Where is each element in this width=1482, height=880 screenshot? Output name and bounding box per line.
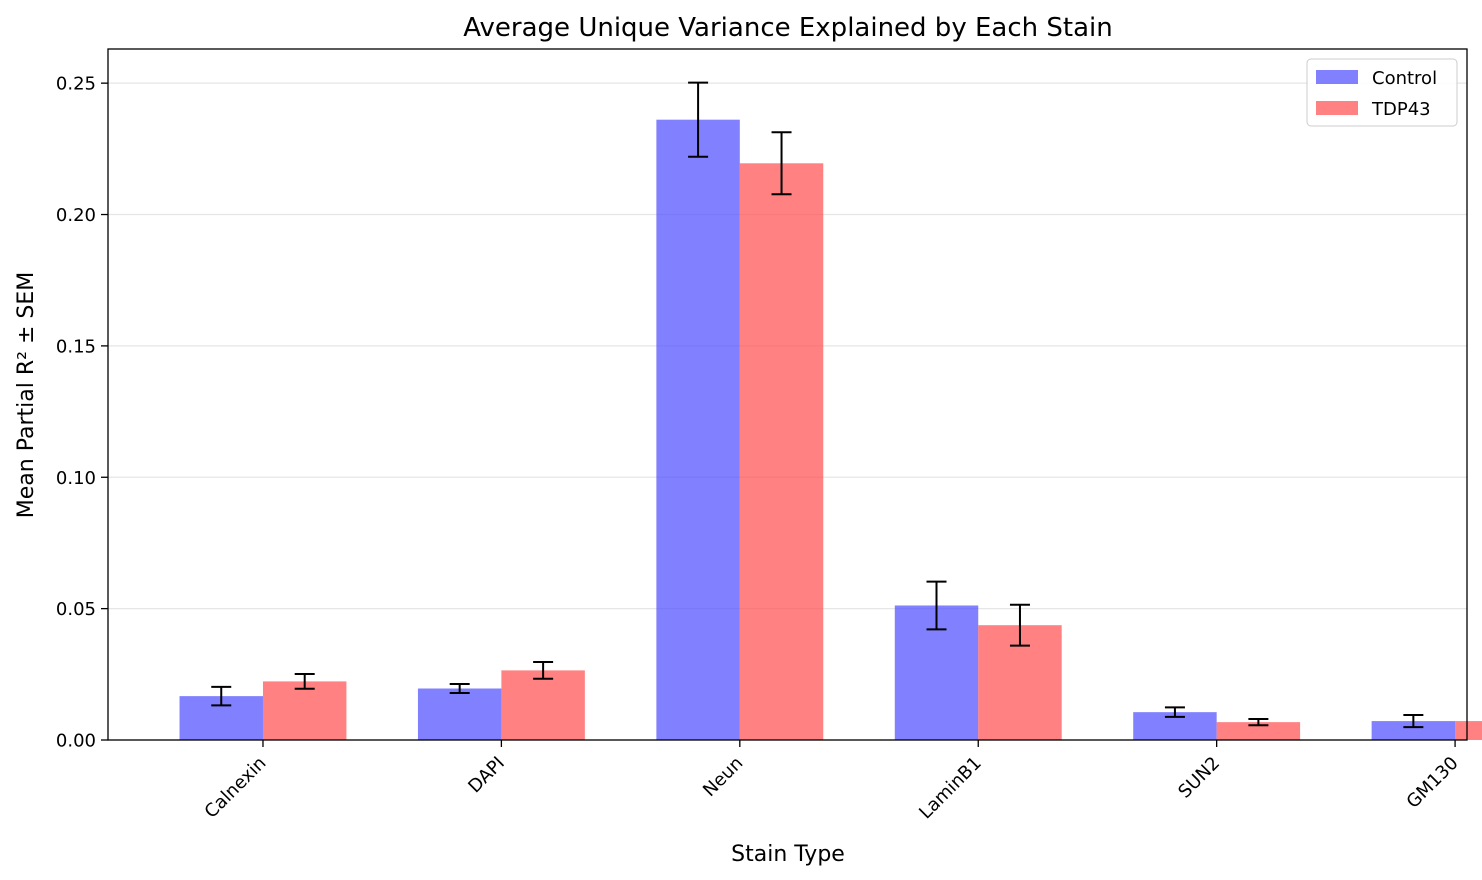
bar-control-neun <box>656 119 740 741</box>
y-axis-label: Mean Partial R² ± SEM <box>14 272 39 518</box>
y-tick-label: 0.15 <box>56 336 96 357</box>
bar-control-gm130 <box>1371 721 1456 740</box>
bar-tdp43-calnexin <box>262 681 347 740</box>
legend-swatch-tdp43 <box>1316 101 1358 115</box>
y-axis-ticks: 0.00 0.05 0.10 0.15 0.20 0.25 <box>56 74 108 752</box>
y-tick-label: 0.05 <box>56 599 96 620</box>
legend-label-tdp43: TDP43 <box>1371 99 1431 120</box>
plot-frame <box>107 48 1468 741</box>
x-tick-label: Neun <box>699 753 747 801</box>
bar-tdp43-gm130 <box>1455 721 1482 740</box>
x-tick-label: Calnexin <box>201 753 271 823</box>
y-tick-label: 0.25 <box>56 74 96 95</box>
bar-tdp43-neun <box>739 163 824 740</box>
chart-title: Average Unique Variance Explained by Eac… <box>463 13 1112 43</box>
y-tick-label: 0.20 <box>56 205 96 226</box>
legend-swatch-control <box>1316 70 1358 84</box>
x-tick-label: LaminB1 <box>915 753 986 824</box>
y-tick-label: 0.00 <box>56 731 96 752</box>
error-bars <box>211 81 1424 729</box>
y-tick-label: 0.10 <box>56 468 96 489</box>
x-tick-label: DAPI <box>464 753 509 798</box>
x-tick-label: GM130 <box>1403 753 1463 813</box>
legend-label-control: Control <box>1372 68 1437 89</box>
x-axis-label: Stain Type <box>731 842 845 867</box>
bars <box>179 119 1482 741</box>
bar-tdp43-sun2 <box>1216 722 1301 740</box>
legend: Control TDP43 <box>1306 58 1458 127</box>
x-axis-ticks: Calnexin DAPI Neun LaminB1 SUN2 GM130 <box>201 740 1463 823</box>
bar-control-dapi <box>417 688 502 740</box>
bar-tdp43-dapi <box>501 670 585 740</box>
x-tick-label: SUN2 <box>1174 753 1224 803</box>
